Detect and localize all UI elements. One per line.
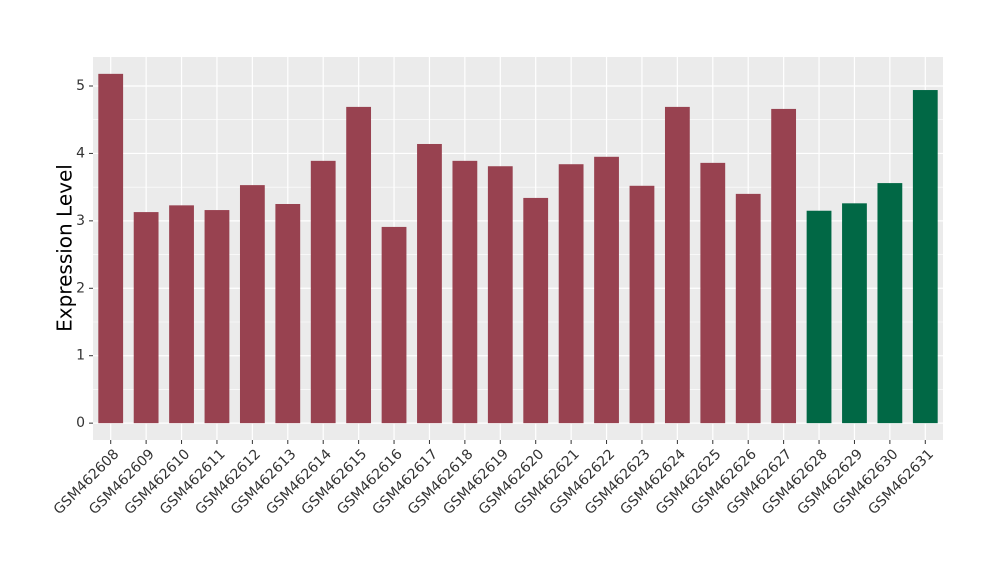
bar	[169, 205, 194, 424]
y-tick-label: 0	[76, 415, 85, 431]
bar	[452, 160, 478, 424]
y-tick-label: 3	[76, 213, 85, 229]
bar	[523, 197, 549, 424]
y-tick-label: 2	[76, 280, 85, 296]
bar	[310, 160, 336, 424]
bar	[98, 73, 124, 424]
bar	[664, 106, 690, 424]
bar	[806, 210, 832, 424]
bar	[133, 212, 159, 424]
bar	[487, 166, 513, 424]
y-tick-label: 1	[76, 348, 85, 364]
bar	[877, 183, 903, 424]
bar	[735, 193, 761, 424]
bar	[381, 226, 407, 424]
bar	[346, 106, 372, 424]
bar	[771, 108, 797, 424]
bar	[912, 90, 938, 424]
bar	[700, 162, 726, 424]
panel	[93, 57, 943, 440]
bar	[417, 143, 442, 424]
y-tick-label: 4	[76, 145, 85, 161]
bar	[629, 185, 655, 424]
bar	[275, 203, 301, 424]
bar	[558, 164, 584, 424]
bar	[594, 156, 619, 424]
y-tick-label: 5	[76, 78, 85, 94]
bar	[204, 210, 230, 424]
y-axis-label: Expression Level	[53, 164, 77, 332]
bar	[239, 185, 265, 424]
bar	[842, 203, 867, 424]
